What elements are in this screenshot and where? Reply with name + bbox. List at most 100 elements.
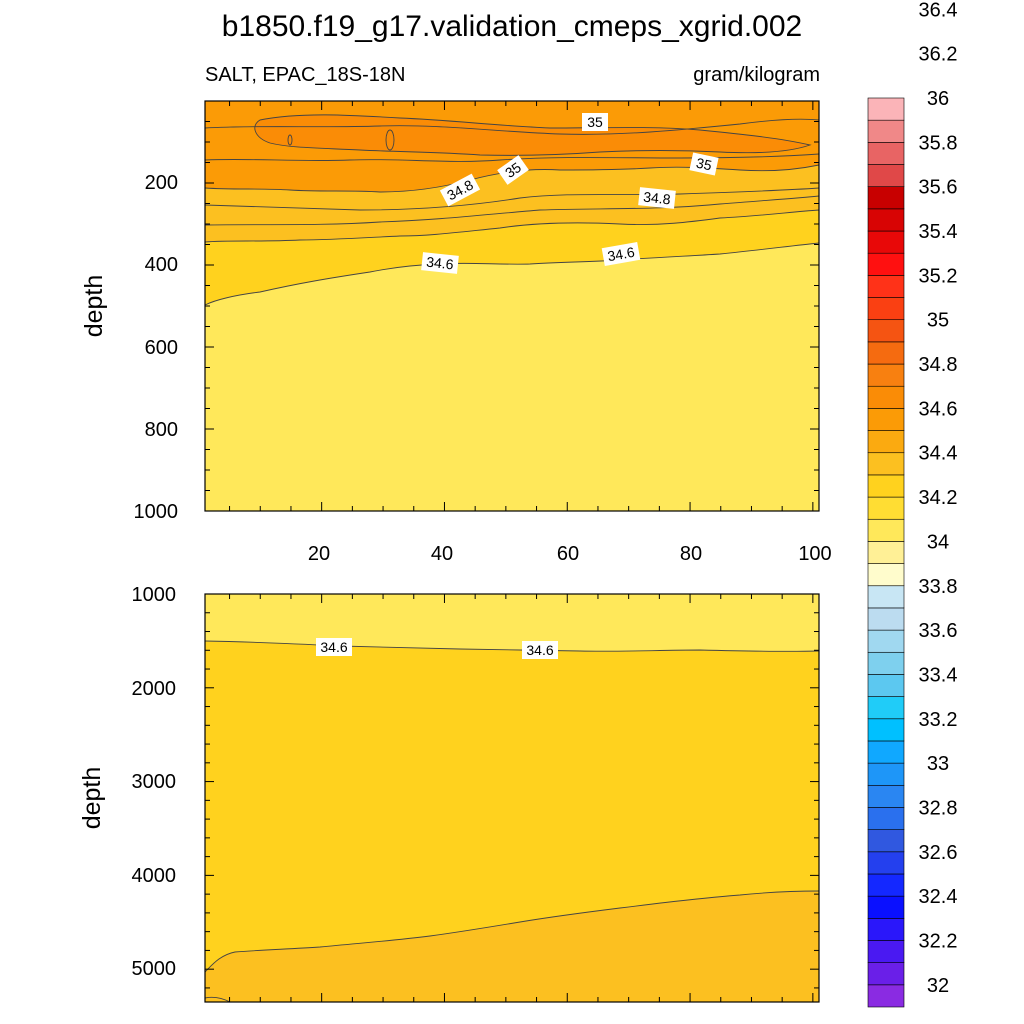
colorbar-label: 35.8 — [919, 132, 958, 154]
colorbar-label: 34 — [927, 531, 949, 553]
colorbar-cell — [867, 895, 905, 919]
colorbar-cell — [867, 518, 905, 542]
upper-ylabel: depth — [80, 275, 108, 338]
colorbar-cell — [867, 940, 905, 963]
colorbar-cell — [867, 186, 905, 210]
upper-ytick-label: 1000 — [134, 501, 179, 523]
colorbar-cell — [867, 585, 905, 609]
lower-panel: 34.6 34.6 1000 2000 3000 4000 5000 depth — [78, 584, 820, 1003]
contour-label: 34.8 — [643, 189, 672, 208]
lower-zone-mid — [205, 594, 819, 972]
upper-ticks — [205, 101, 819, 512]
colorbar-cell — [867, 762, 905, 786]
colorbar-cell — [867, 164, 905, 187]
contour-label: 34.6 — [526, 642, 553, 658]
colorbar-label: 32.4 — [919, 886, 958, 908]
colorbar-cell — [867, 607, 905, 631]
colorbar: 32 32.2 32.4 32.6 32.8 33 33.2 33.4 33.6 33.8 34 34… — [867, 0, 958, 1008]
colorbar-cell — [867, 784, 905, 808]
colorbar-cell — [867, 674, 905, 697]
colorbar-cell — [867, 297, 905, 321]
colorbar-cell — [867, 563, 905, 587]
colorbar-cell — [867, 341, 905, 365]
colorbar-cell — [867, 430, 905, 454]
colorbar-label: 35.2 — [919, 265, 958, 287]
colorbar-cell — [867, 496, 905, 520]
colorbar-cell — [867, 230, 905, 254]
lower-ytick-label: 5000 — [132, 958, 177, 980]
colorbar-cell — [867, 651, 905, 675]
lower-ylabel: depth — [78, 767, 106, 830]
upper-xtick-label: 20 — [308, 543, 330, 565]
colorbar-cell — [867, 629, 905, 653]
colorbar-cell — [867, 275, 905, 298]
colorbar-label: 36.2 — [919, 44, 958, 66]
colorbar-cell — [867, 740, 905, 764]
colorbar-label: 35.4 — [919, 221, 958, 243]
colorbar-label: 32.8 — [919, 797, 958, 819]
colorbar-cell — [867, 97, 905, 121]
colorbar-cell — [867, 851, 905, 875]
colorbar-label: 32.2 — [919, 930, 958, 952]
upper-panel: SALT, EPAC_18S-18N gram/kilogram 35 35 3… — [80, 64, 832, 565]
colorbar-cell — [867, 385, 905, 409]
lower-ytick-label: 1000 — [132, 584, 177, 606]
contour-label: 35 — [695, 155, 714, 174]
upper-contour-labels: 35 35 35 34.8 34.8 34.6 34.6 — [421, 113, 719, 274]
colorbar-cell — [867, 718, 905, 742]
lower-ticks — [205, 593, 819, 1002]
upper-xtick-label: 60 — [557, 543, 579, 565]
colorbar-cell — [867, 142, 905, 165]
colorbar-cell — [867, 696, 905, 720]
lower-plot-frame — [204, 593, 820, 1003]
colorbar-cell — [867, 119, 905, 143]
colorbar-cell — [867, 807, 905, 830]
lower-ytick-label: 4000 — [132, 865, 177, 887]
colorbar-label: 33.2 — [919, 709, 958, 731]
colorbar-cell — [867, 474, 905, 498]
colorbar-cell — [867, 962, 905, 986]
colorbar-label: 33.6 — [919, 620, 958, 642]
upper-ytick-label: 800 — [145, 419, 178, 441]
colorbar-cell — [867, 829, 905, 853]
colorbar-label: 35.6 — [919, 177, 958, 199]
colorbar-label: 36 — [927, 88, 949, 110]
colorbar-cells — [867, 97, 905, 1008]
colorbar-cell — [867, 408, 905, 431]
colorbar-label: 34.2 — [919, 487, 958, 509]
upper-ytick-label: 600 — [145, 337, 178, 359]
upper-ytick-label: 400 — [145, 254, 178, 276]
colorbar-cell — [867, 208, 905, 232]
figure-title: b1850.f19_g17.validation_cmeps_xgrid.002 — [222, 10, 802, 43]
upper-contour-lines — [204, 114, 820, 306]
lower-ytick-label: 3000 — [132, 771, 177, 793]
upper-xtick-label: 100 — [798, 543, 831, 565]
upper-ytick-label: 200 — [145, 172, 178, 194]
upper-xtick-label: 80 — [680, 543, 702, 565]
colorbar-label: 32.6 — [919, 842, 958, 864]
colorbar-cell — [867, 252, 905, 276]
lower-contour-labels: 34.6 34.6 — [316, 638, 558, 659]
colorbar-label: 34.6 — [919, 398, 958, 420]
colorbar-label: 36.4 — [919, 0, 958, 21]
contour-label: 34.6 — [606, 244, 636, 265]
colorbar-cell — [867, 363, 905, 387]
colorbar-cell — [867, 918, 905, 941]
colorbar-label: 32 — [927, 975, 949, 997]
contour-label: 35 — [587, 114, 603, 130]
colorbar-cell — [867, 984, 905, 1008]
colorbar-label: 33.8 — [919, 576, 958, 598]
lower-zone-top — [205, 594, 819, 652]
upper-variable-label: SALT, EPAC_18S-18N — [205, 64, 405, 86]
colorbar-label: 34.8 — [919, 354, 958, 376]
colorbar-label: 33 — [927, 753, 949, 775]
upper-units-label: gram/kilogram — [693, 64, 820, 86]
colorbar-labels: 32 32.2 32.4 32.6 32.8 33 33.2 33.4 33.6 33.8 34 34… — [919, 0, 958, 997]
contour-label: 34.6 — [320, 639, 347, 655]
contour-label: 34.6 — [426, 254, 455, 273]
colorbar-label: 35 — [927, 310, 949, 332]
colorbar-cell — [867, 873, 905, 897]
colorbar-label: 34.4 — [919, 443, 958, 465]
colorbar-cell — [867, 452, 905, 476]
